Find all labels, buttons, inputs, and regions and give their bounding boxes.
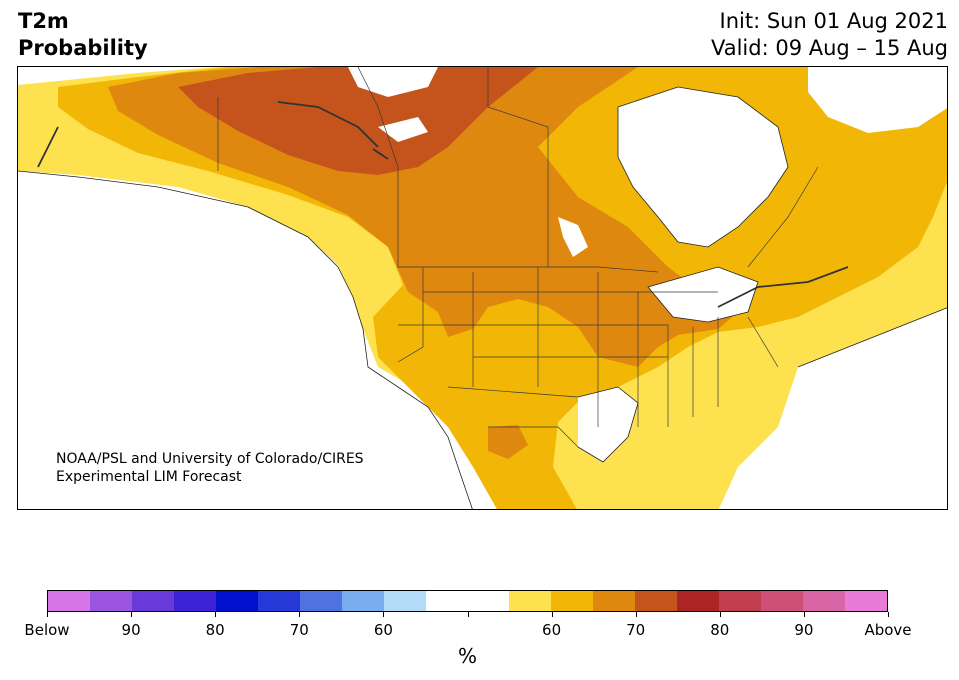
no-signal-north <box>348 67 438 97</box>
colorbar-label: Above <box>864 621 912 639</box>
colorbar-segment <box>509 591 552 611</box>
colorbar-segment <box>341 591 384 611</box>
colorbar-segment <box>845 591 888 611</box>
lake-winnipeg <box>558 217 588 257</box>
colorbar-tick <box>551 612 553 617</box>
no-signal-arctic <box>808 67 947 133</box>
colorbar-label: 60 <box>542 621 562 639</box>
colorbar-segment <box>215 591 258 611</box>
no-signal-gulf <box>578 387 638 462</box>
colorbar-tick <box>47 612 48 617</box>
colorbar-labels: Below 90 80 70 60 60 70 80 90 Above <box>24 621 911 641</box>
no-signal-atlantic <box>718 307 947 509</box>
colorbar-tick <box>803 612 805 617</box>
probability-colorbar <box>47 590 888 612</box>
map-credit: NOAA/PSL and University of Colorado/CIRE… <box>56 450 364 486</box>
colorbar-ticks <box>47 612 889 618</box>
colorbar-tick <box>719 612 721 617</box>
colorbar-tick <box>888 612 889 617</box>
state-borders <box>217 67 819 448</box>
colorbar-segment <box>551 591 594 611</box>
colorbar-segment <box>677 591 720 611</box>
colorbar-label: 70 <box>289 621 309 639</box>
colorbar-segment <box>719 591 762 611</box>
colorbar-segment <box>299 591 342 611</box>
colorbar-segment <box>257 591 300 611</box>
coastlines <box>18 86 947 509</box>
colorbar-tick <box>383 612 385 617</box>
colorbar-tick <box>299 612 301 617</box>
colorbar-label: 60 <box>373 621 393 639</box>
lake-slave <box>378 117 428 142</box>
colorbar-tick <box>215 612 217 617</box>
colorbar-tick <box>467 612 469 617</box>
forecast-map: NOAA/PSL and University of Colorado/CIRE… <box>17 66 948 510</box>
map-canvas <box>18 67 947 509</box>
colorbar-segment <box>89 591 132 611</box>
prob-zone-75-south <box>488 425 528 459</box>
colorbar-tick <box>131 612 133 617</box>
country-borders <box>37 101 849 308</box>
colorbar-segment <box>467 591 510 611</box>
colorbar-segment <box>761 591 804 611</box>
credit-line-1: NOAA/PSL and University of Colorado/CIRE… <box>56 451 364 467</box>
colorbar-label: 90 <box>794 621 814 639</box>
no-signal-greatlakes <box>648 267 758 322</box>
colorbar-segment <box>131 591 174 611</box>
colorbar-segment <box>425 591 468 611</box>
colorbar-segment <box>48 591 90 611</box>
colorbar-segment <box>635 591 678 611</box>
colorbar-label: 70 <box>626 621 646 639</box>
colorbar-label: 90 <box>121 621 141 639</box>
credit-line-2: Experimental LIM Forecast <box>56 469 242 485</box>
no-signal-hudson <box>618 87 788 247</box>
colorbar-unit: % <box>457 644 477 668</box>
colorbar-label: Below <box>24 621 70 639</box>
no-signal-west <box>18 171 473 509</box>
variable-label: T2m <box>18 9 69 33</box>
colorbar-segment <box>593 591 636 611</box>
colorbar-segment <box>803 591 846 611</box>
colorbar-label: 80 <box>205 621 225 639</box>
colorbar-label: 80 <box>710 621 730 639</box>
colorbar-tick <box>635 612 637 617</box>
colorbar-segment <box>383 591 426 611</box>
prob-zone-75 <box>178 67 538 175</box>
forecast-dates: Init: Sun 01 Aug 2021 Valid: 09 Aug – 15… <box>711 8 948 62</box>
colorbar-segment <box>173 591 216 611</box>
init-date: Init: Sun 01 Aug 2021 <box>719 9 948 33</box>
valid-date: Valid: 09 Aug – 15 Aug <box>710 36 948 60</box>
map-title: T2m Probability <box>18 8 148 62</box>
product-label: Probability <box>18 36 148 60</box>
